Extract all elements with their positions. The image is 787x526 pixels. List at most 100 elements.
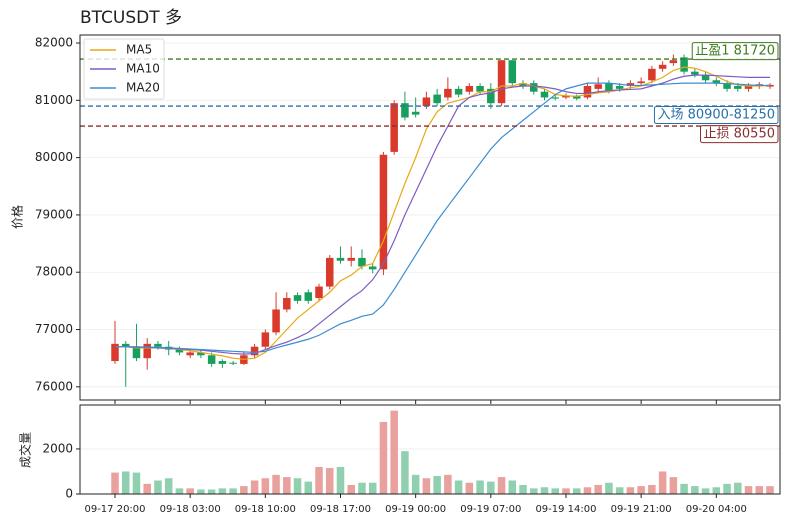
volume-bar [723,483,731,494]
volume-bar [229,488,237,494]
volume-bar [111,472,119,494]
volume-bar [572,488,581,494]
y-tick-label: 78000 [35,265,73,279]
candle-body [562,95,570,98]
candle-body [186,352,194,356]
volume-bar [648,484,656,494]
volume-bar [132,472,141,494]
volume-bar [519,484,527,494]
candle-body [283,298,291,310]
volume-bar [766,486,774,494]
volume-bar [240,486,248,494]
volume-bar [497,477,506,494]
candle-body [154,343,162,347]
volume-bar [186,488,194,494]
x-tick-label: 09-19 14:00 [535,504,596,515]
volume-bar [744,486,753,494]
volume-bar [433,475,441,494]
x-tick-label: 09-19 07:00 [460,504,521,515]
legend-box [83,38,165,100]
candle-body [615,85,624,89]
y-tick-label: 2000 [42,441,73,455]
candle-body [304,292,313,301]
candle-body [572,95,581,99]
ma-line [115,74,770,355]
volume-bar [283,477,291,494]
candle-body [175,349,184,353]
ma-line [115,82,770,354]
volume-bar [594,484,602,494]
candle-body [508,60,517,84]
plot-frame [79,34,781,401]
candle-body [497,60,506,104]
y-tick-label: 80000 [35,150,73,164]
y-tick-label: 77000 [35,322,73,336]
candle-body [530,83,538,92]
candle-body [379,154,388,270]
candle-body [272,309,280,333]
volume-bar [615,487,624,494]
y-tick-label: 79000 [35,207,73,221]
volume-bar [379,421,388,494]
volume-bar [712,487,721,494]
volume-bar [422,478,431,494]
volume-bar [755,486,764,494]
level-label-box [691,42,779,61]
candle-body [336,257,345,261]
volume-bar [143,483,151,494]
x-tick-label: 09-19 21:00 [611,504,672,515]
candle-body [433,94,441,104]
volume-bar [669,477,678,494]
volume-bar [336,466,345,494]
candle-body [401,103,409,118]
volume-bar [293,478,302,494]
volume-bar [658,471,667,494]
volume-bar [583,487,592,494]
candle-body [143,343,151,359]
x-tick-label: 09-18 17:00 [310,504,371,515]
candle-body [197,352,205,356]
volume-bar [121,471,130,494]
y-tick-label: 81000 [35,93,73,107]
volume-bar [272,474,280,494]
candle-body [250,346,259,356]
volume-bar [530,488,538,494]
level-label-text: 止盈1 81720 [695,44,775,59]
chart-title: BTCUSDT 多 [80,8,182,28]
volume-bar [315,466,323,494]
x-tick-label: 09-18 03:00 [160,504,221,515]
candle-body [680,57,688,72]
x-tick-label: 09-20 04:00 [686,504,747,515]
volume-bar [626,487,635,494]
candle-body [411,111,420,115]
volume-bar [175,488,184,494]
candle-body [648,68,656,81]
volume-bar [637,486,645,494]
candle-body [358,257,366,267]
volume-bar [465,482,474,494]
volume-bar [454,480,463,494]
candle-body [551,97,560,99]
volume-bar [444,474,452,494]
level-label: 入场 80900-81250 [653,106,779,125]
volume-bar [164,478,173,494]
volume-bar [390,410,398,494]
candle-body [465,85,474,92]
candle-body [658,64,667,69]
candle-body [444,88,452,98]
volume-bar [476,480,484,494]
level-label-box [700,125,779,144]
candle-body [325,257,334,287]
candle-body [583,85,592,98]
level-label: 止盈1 81720 [691,42,779,61]
volume-bar [358,482,366,494]
candle-body [132,346,141,359]
volume-bar [734,482,742,494]
candle-body [293,295,302,301]
volume-bar [250,480,259,494]
volume-bar [197,489,205,494]
candle-body [734,85,742,89]
candle-body [487,88,495,104]
candle-body [605,83,613,92]
y-tick-label: 76000 [35,379,73,393]
